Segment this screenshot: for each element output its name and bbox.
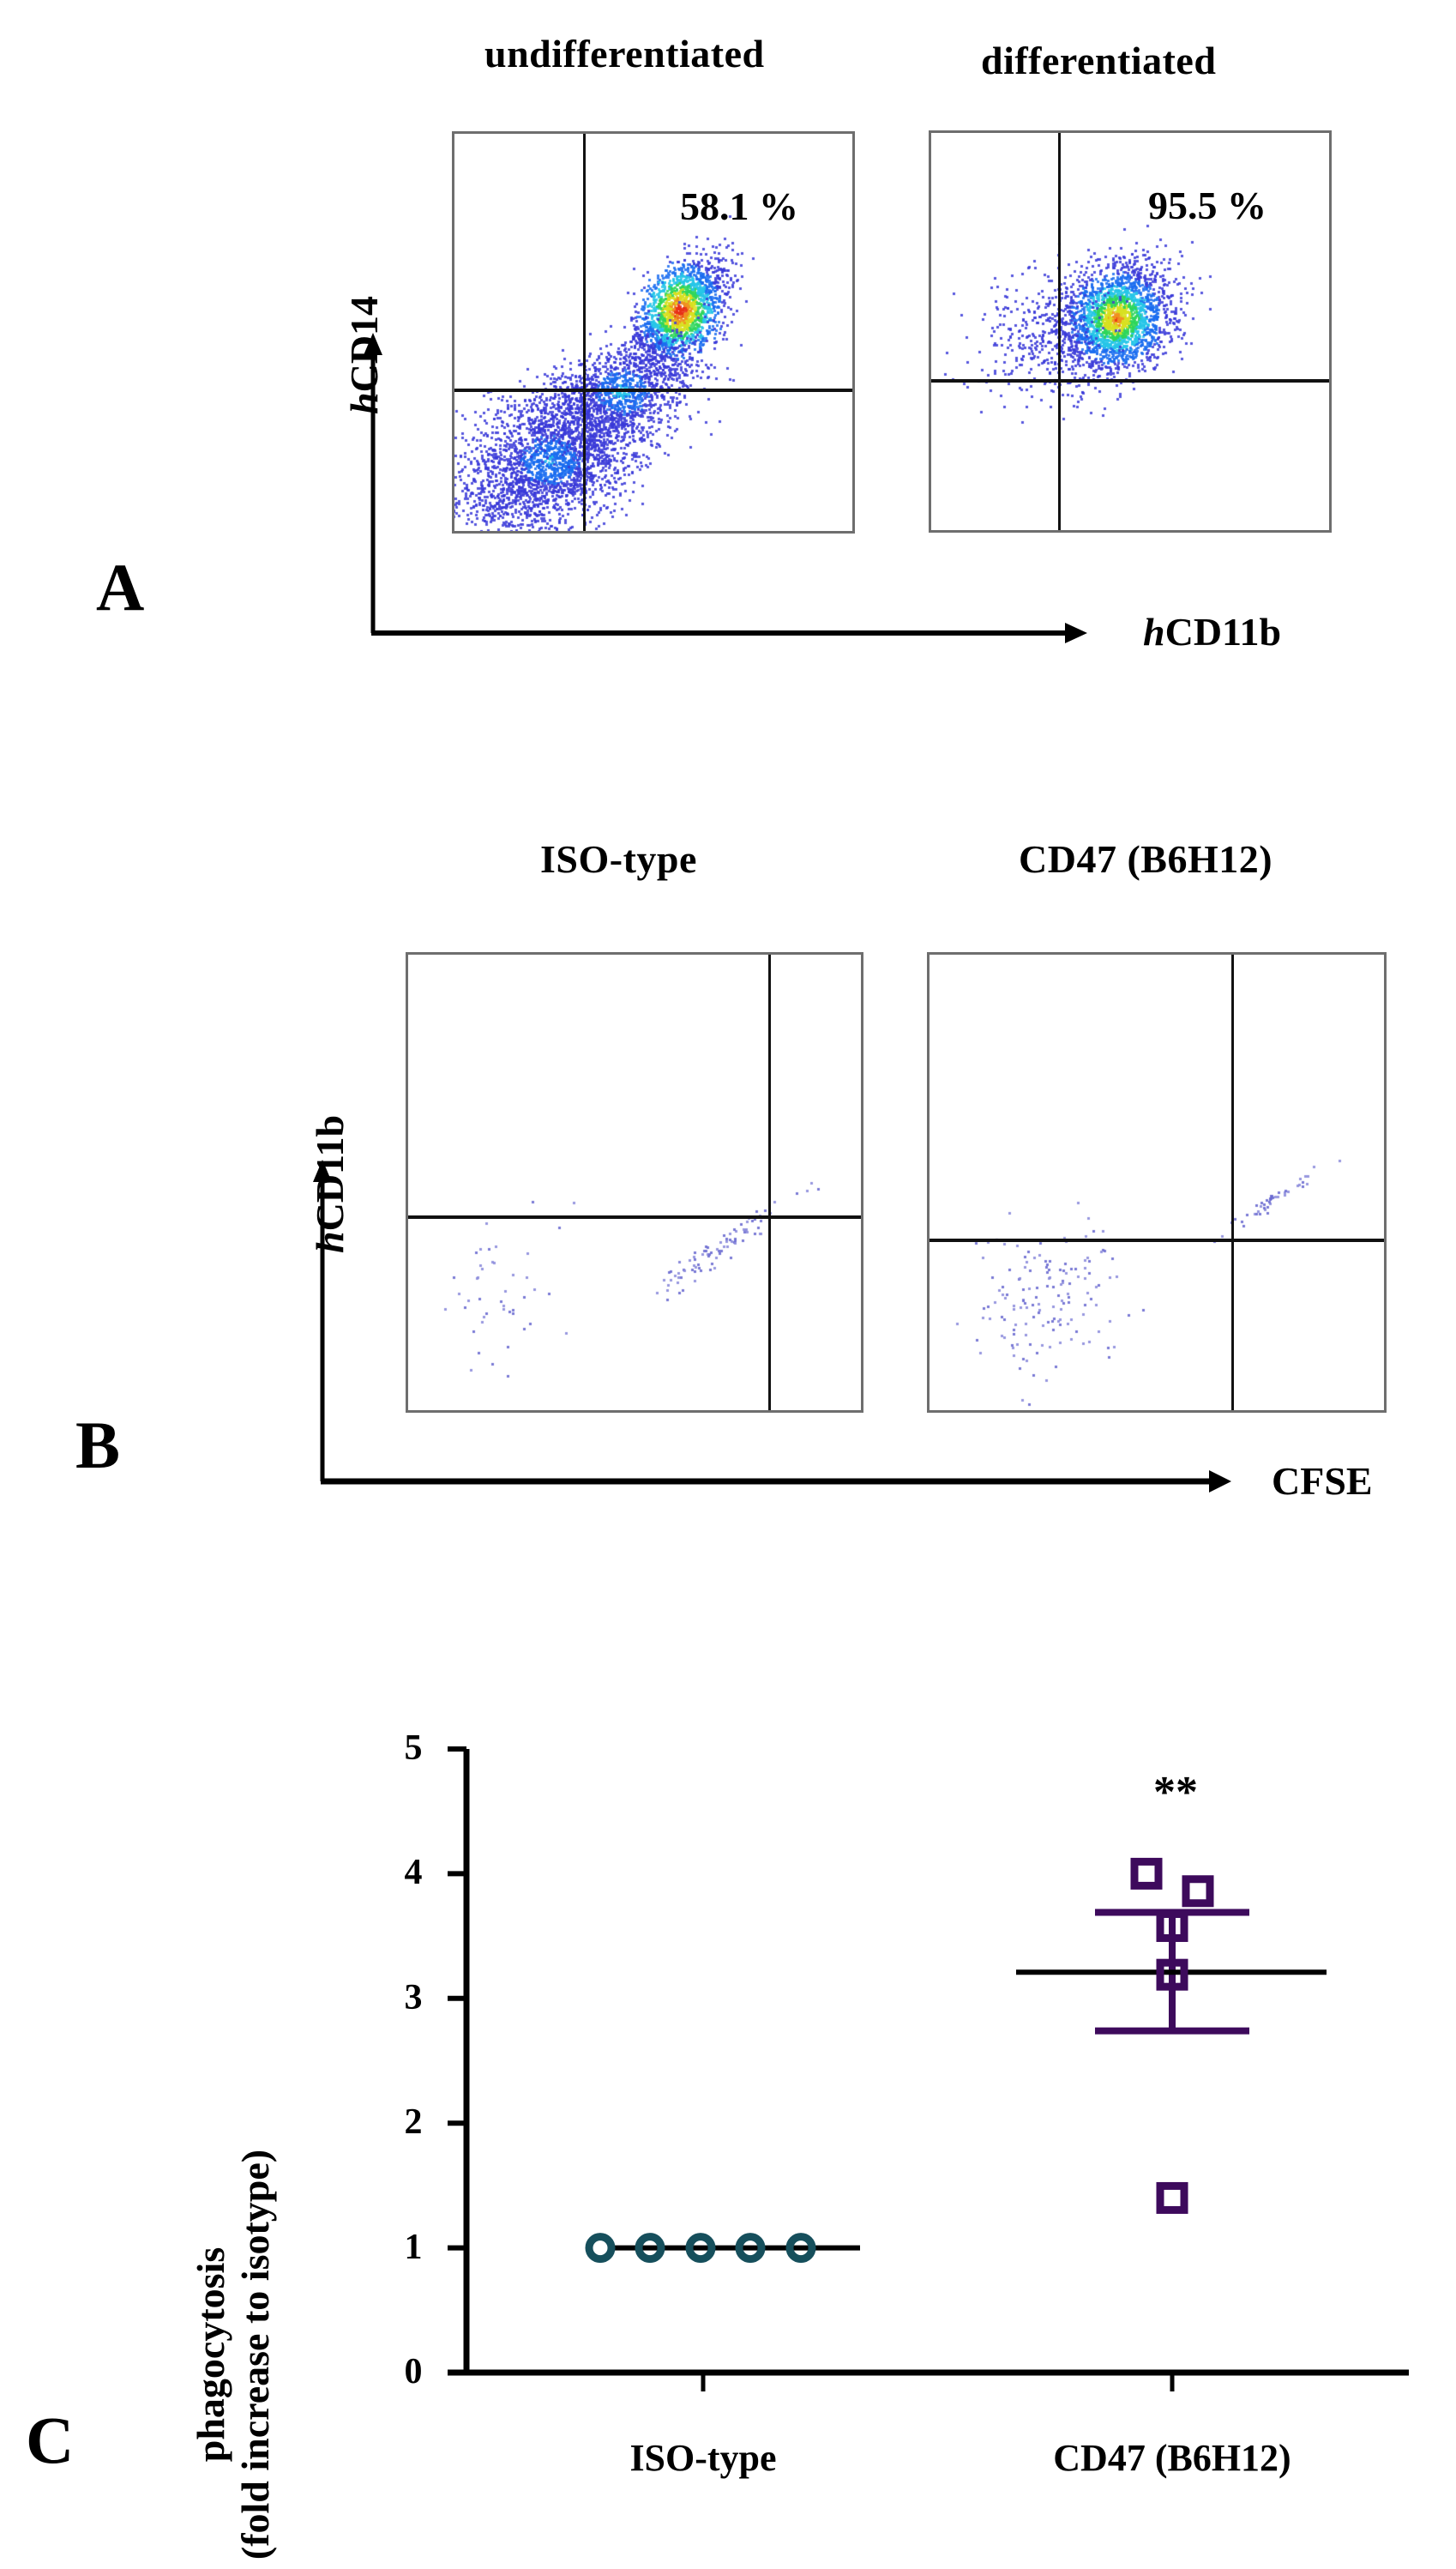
iso-data-point xyxy=(785,2233,816,2264)
axis-prefix: h xyxy=(342,392,386,414)
y-tick-label: 1 xyxy=(404,2227,423,2267)
axis-text: CD11b xyxy=(308,1114,352,1232)
panel-letter-a: A xyxy=(96,550,145,624)
y-tick-label: 0 xyxy=(404,2352,423,2391)
facs-plot-cd47 xyxy=(927,952,1387,1413)
quadrant-gate-horizontal xyxy=(931,379,1329,383)
upper-right-percentage: 95.5 % xyxy=(1148,184,1266,227)
panel-b-x-axis-label: CFSE xyxy=(1272,1459,1373,1503)
panel-b-title-cd47: CD47 (B6H12) xyxy=(1019,837,1273,881)
iso-data-point xyxy=(585,2233,616,2264)
panel-letter-b: B xyxy=(75,1408,121,1482)
cd47-data-point xyxy=(1182,1875,1214,1908)
quadrant-gate-vertical xyxy=(768,955,771,1410)
x-category-iso-type: ISO-type xyxy=(629,2437,777,2479)
quadrant-gate-vertical xyxy=(583,134,586,531)
quadrant-gate-horizontal xyxy=(930,1239,1384,1242)
significance-marker: ** xyxy=(1153,1768,1198,1817)
panel-a-title-undifferentiated: undifferentiated xyxy=(484,32,765,75)
y-label-line1: phagocytosis xyxy=(189,2246,232,2463)
axis-prefix: h xyxy=(308,1231,352,1253)
y-tick-label: 2 xyxy=(404,2102,423,2143)
panel-a-y-axis-label: hCD14 xyxy=(341,296,387,414)
quadrant-gate-vertical xyxy=(1231,955,1234,1410)
cd47-data-point xyxy=(1156,1958,1188,1991)
panel-a-title-differentiated: differentiated xyxy=(981,39,1217,82)
facs-plot-iso-type xyxy=(406,952,863,1413)
x-category-cd47: CD47 (B6H12) xyxy=(1053,2437,1291,2479)
panel-c-y-axis-label: phagocytosis (fold increase to isotype) xyxy=(189,2140,278,2569)
iso-data-point xyxy=(635,2233,665,2264)
upper-right-percentage: 58.1 % xyxy=(680,184,798,228)
facs-plot-differentiated: 95.5 % xyxy=(929,130,1332,533)
axis-prefix: h xyxy=(1143,610,1165,654)
x-arrow-icon xyxy=(1065,623,1087,643)
cd47-data-point xyxy=(1130,1857,1163,1890)
cd47-data-point xyxy=(1156,2181,1188,2214)
y-tick-label: 5 xyxy=(404,1728,423,1768)
quadrant-gate-horizontal xyxy=(454,389,852,392)
axis-text: CD11b xyxy=(1164,610,1282,654)
axis-text: CD14 xyxy=(342,295,386,393)
panel-letter-c: C xyxy=(26,2403,75,2477)
facs-plot-undifferentiated: 58.1 % xyxy=(452,131,855,534)
iso-data-point xyxy=(735,2233,766,2264)
quadrant-gate-vertical xyxy=(1058,133,1061,530)
y-tick-label: 3 xyxy=(404,1977,423,2017)
y-label-line2: (fold increase to isotype) xyxy=(233,2149,277,2560)
quadrant-gate-horizontal xyxy=(408,1215,861,1219)
y-tick-label: 4 xyxy=(404,1853,423,1893)
panel-b-y-axis-label: hCD11b xyxy=(307,1115,352,1253)
panel-b-title-iso-type: ISO-type xyxy=(540,837,697,881)
x-arrow-icon xyxy=(1209,1470,1231,1493)
panel-a-x-axis-label: hCD11b xyxy=(1143,609,1281,654)
cd47-data-point xyxy=(1156,1909,1188,1942)
iso-data-point xyxy=(685,2233,716,2264)
